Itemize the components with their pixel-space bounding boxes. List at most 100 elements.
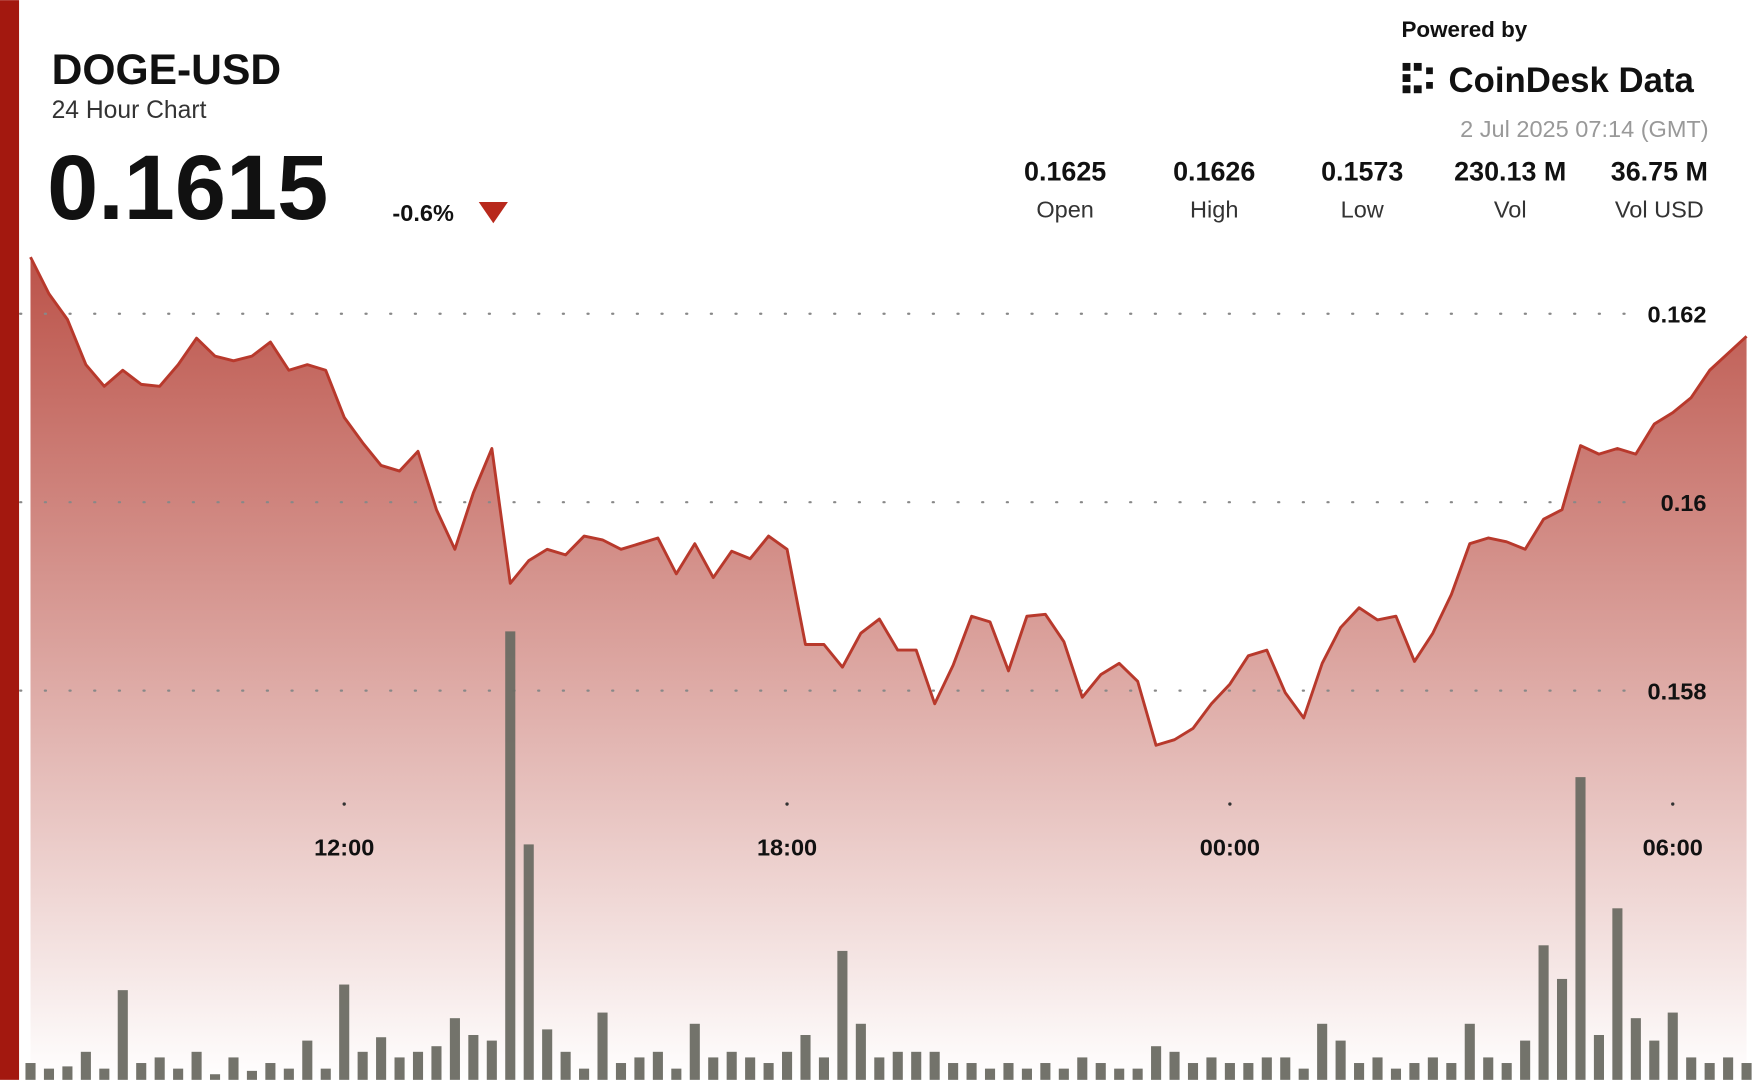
y-tick-label: 0.16 xyxy=(1661,490,1707,516)
volume-bar xyxy=(1686,1057,1697,1080)
volume-bar xyxy=(1612,908,1623,1080)
stat-label: Vol USD xyxy=(1615,197,1704,223)
title: DOGE-USD xyxy=(52,46,282,94)
volume-bar xyxy=(246,1070,257,1080)
volume-bar xyxy=(1520,1040,1531,1080)
volume-bar xyxy=(1151,1046,1162,1080)
volume-bar xyxy=(837,950,848,1080)
price: 0.1615 xyxy=(47,137,328,239)
volume-bar xyxy=(948,1063,959,1080)
volume-bar xyxy=(339,984,350,1080)
brand-logo xyxy=(1402,62,1433,94)
volume-bar xyxy=(1206,1057,1217,1080)
volume-bar xyxy=(1649,1040,1660,1080)
stat-label: Vol xyxy=(1494,197,1527,223)
volume-bar xyxy=(486,1040,497,1080)
volume-bar xyxy=(542,1029,553,1080)
volume-bar xyxy=(1427,1057,1438,1080)
volume-bar xyxy=(671,1068,682,1080)
volume-bar xyxy=(1224,1063,1235,1080)
x-tick-label: 06:00 xyxy=(1643,835,1703,861)
stat-label: Low xyxy=(1341,197,1385,223)
volume-bar xyxy=(25,1063,36,1080)
volume-bar xyxy=(320,1068,331,1080)
volume-bar xyxy=(1354,1063,1365,1080)
volume-bar xyxy=(579,1068,590,1080)
volume-bar xyxy=(154,1057,165,1080)
volume-bar xyxy=(1593,1034,1604,1080)
volume-bar xyxy=(1372,1057,1383,1080)
volume-bar xyxy=(1335,1040,1346,1080)
volume-bar xyxy=(1630,1018,1641,1080)
volume-bar xyxy=(173,1068,184,1080)
volume-bar xyxy=(1464,1023,1475,1080)
volume-bar xyxy=(523,844,534,1080)
volume-bar xyxy=(1187,1063,1199,1080)
volume-bar xyxy=(228,1057,239,1080)
volume-bar xyxy=(117,990,128,1080)
volume-bar xyxy=(80,1051,91,1080)
volume-bar xyxy=(984,1068,996,1080)
accent-bar xyxy=(0,0,20,1080)
volume-bar xyxy=(615,1063,627,1080)
volume-bar xyxy=(1021,1068,1032,1080)
volume-bar xyxy=(1261,1057,1272,1080)
volume-bar xyxy=(1446,1063,1457,1080)
volume-bar xyxy=(1409,1063,1420,1080)
volume-bar xyxy=(1243,1063,1254,1080)
stat-label: High xyxy=(1190,197,1238,223)
volume-bar xyxy=(652,1051,663,1080)
volume-bar xyxy=(745,1057,756,1080)
volume-bar xyxy=(62,1066,73,1080)
subtitle: 24 Hour Chart xyxy=(52,97,207,124)
volume-bar xyxy=(1003,1063,1014,1080)
powered-by: Powered by xyxy=(1401,17,1527,42)
volume-bar xyxy=(1114,1068,1125,1080)
stat-value: 230.13 M xyxy=(1454,157,1566,187)
volume-bar xyxy=(43,1068,55,1080)
volume-bar xyxy=(302,1040,313,1080)
y-tick-label: 0.162 xyxy=(1648,302,1707,328)
volume-bar xyxy=(818,1057,829,1080)
volume-bar xyxy=(1741,1063,1752,1080)
volume-bar xyxy=(1317,1023,1328,1080)
volume-bar xyxy=(597,1012,608,1080)
volume-bar xyxy=(763,1063,774,1080)
stat-value: 0.1573 xyxy=(1321,157,1403,187)
volume-bar xyxy=(412,1051,424,1080)
stat-value: 0.1625 xyxy=(1024,157,1106,187)
volume-bar xyxy=(1132,1068,1143,1080)
x-tick-label: 12:00 xyxy=(314,835,374,861)
volume-bar xyxy=(191,1051,202,1080)
price-line xyxy=(29,256,1748,747)
brand: CoinDesk Data xyxy=(1449,62,1695,100)
volume-bar xyxy=(634,1057,645,1080)
volume-bar xyxy=(966,1063,977,1080)
volume-bar xyxy=(1058,1068,1069,1080)
x-tick-label: 18:00 xyxy=(757,835,817,861)
volume-bar xyxy=(1575,777,1586,1080)
y-tick-label: 0.158 xyxy=(1648,679,1707,705)
volume-bar xyxy=(468,1034,479,1080)
volume-bar xyxy=(560,1051,571,1080)
volume-bar xyxy=(283,1068,294,1080)
volume-bar xyxy=(929,1051,940,1080)
volume-bar xyxy=(1280,1057,1291,1080)
x-tick-mark xyxy=(1671,802,1675,806)
volume-bar xyxy=(431,1046,442,1080)
volume-bar xyxy=(911,1051,922,1080)
volume-bar xyxy=(99,1068,110,1080)
stat-label: Open xyxy=(1036,197,1094,223)
change: -0.6% xyxy=(392,200,454,226)
volume-bar xyxy=(1556,978,1568,1080)
volume-bar xyxy=(1040,1063,1051,1080)
volume-bar xyxy=(874,1057,885,1080)
volume-bar xyxy=(505,631,516,1080)
volume-bar xyxy=(726,1051,737,1080)
volume-bar xyxy=(394,1057,405,1080)
volume-bar xyxy=(376,1037,387,1080)
volume-bar xyxy=(892,1051,903,1080)
volume-bar xyxy=(1538,945,1549,1080)
volume-bar xyxy=(1667,1012,1678,1080)
